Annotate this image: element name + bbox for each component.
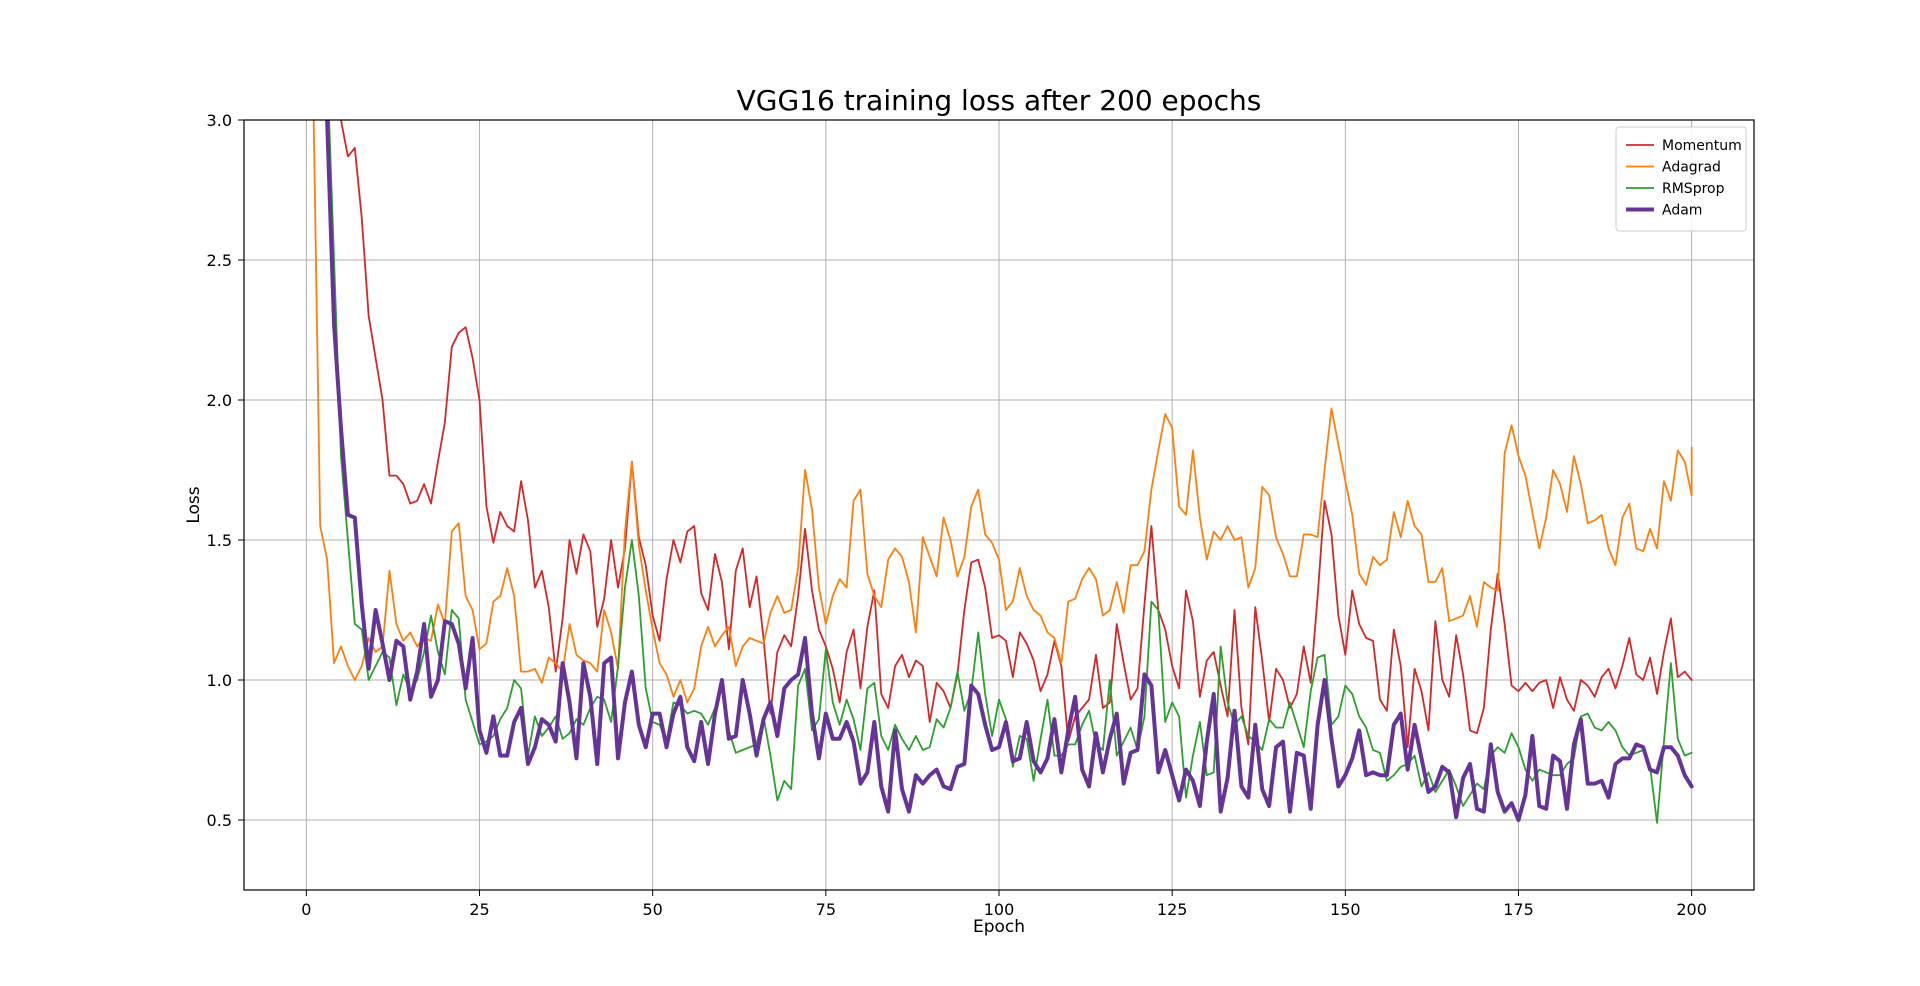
legend-label-momentum: Momentum bbox=[1662, 138, 1742, 154]
x-axis-title: Epoch bbox=[973, 917, 1025, 937]
y-tick-label: 2.5 bbox=[207, 251, 232, 270]
y-tick-label: 1.0 bbox=[207, 671, 232, 690]
y-tick-label: 2.0 bbox=[207, 391, 232, 410]
x-tick-label: 125 bbox=[1157, 900, 1188, 919]
y-axis-title: Loss bbox=[184, 486, 204, 523]
y-tick-label: 0.5 bbox=[207, 811, 232, 830]
legend-label-rmsprop: RMSprop bbox=[1662, 181, 1725, 197]
legend: Momentum Adagrad RMSprop Adam bbox=[1615, 126, 1747, 232]
x-tick-label: 100 bbox=[984, 900, 1015, 919]
x-tick-label: 50 bbox=[642, 900, 662, 919]
x-tick-label: 150 bbox=[1330, 900, 1361, 919]
x-tick-label: 25 bbox=[469, 900, 489, 919]
legend-label-adagrad: Adagrad bbox=[1662, 160, 1721, 176]
x-tick-label: 0 bbox=[301, 900, 311, 919]
legend-label-adam: Adam bbox=[1662, 203, 1702, 219]
x-tick-label: 200 bbox=[1676, 900, 1707, 919]
chart-title: VGG16 training loss after 200 epochs bbox=[737, 84, 1262, 117]
series-lines bbox=[312, 120, 1694, 824]
y-tick-label: 3.0 bbox=[207, 111, 232, 130]
series-line-momentum bbox=[340, 120, 1693, 749]
series-line-adam bbox=[325, 120, 1694, 822]
legend-box bbox=[1615, 126, 1747, 232]
y-tick-label: 1.5 bbox=[207, 531, 232, 550]
series-line-adagrad bbox=[312, 120, 1693, 704]
x-tick-label: 75 bbox=[816, 900, 836, 919]
x-tick-label: 175 bbox=[1503, 900, 1534, 919]
axis-ticks: 0 25 50 75 100 125 150 175 200 0.5 1.0 1.5 2.0 2.5 3.0 bbox=[207, 111, 1707, 919]
